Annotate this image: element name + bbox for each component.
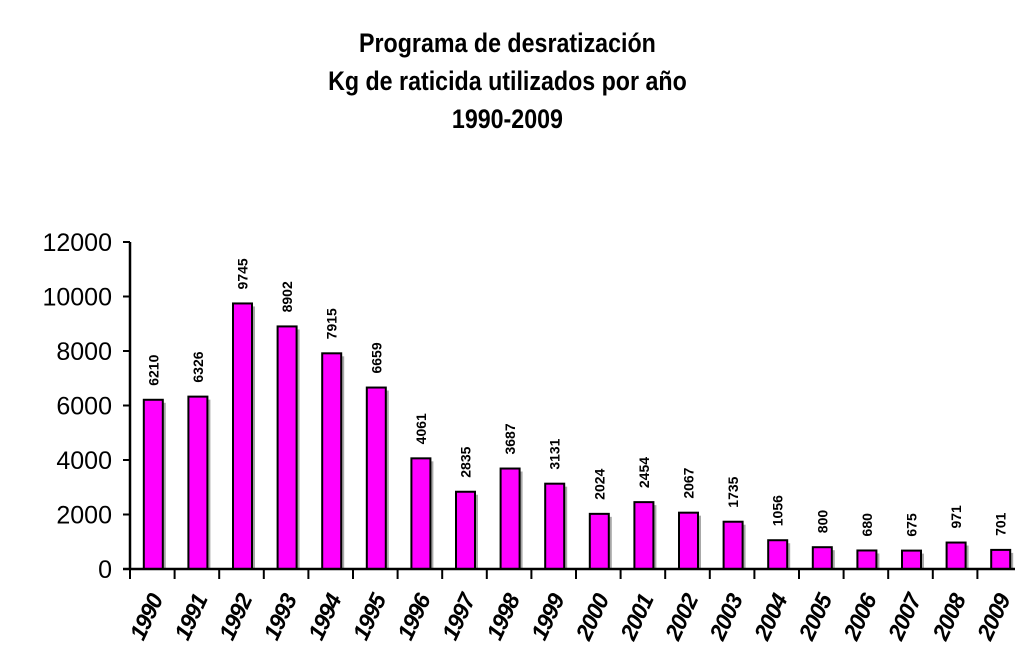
bar-1998 (499, 467, 521, 570)
chart-title-line-2: Kg de raticida utilizados por año (328, 66, 687, 96)
x-tick-label: 1994 (303, 589, 347, 644)
data-label: 7915 (324, 308, 340, 339)
bars (142, 302, 1014, 571)
bar-2007 (901, 549, 922, 571)
data-label: 800 (814, 510, 830, 534)
y-tick-label: 6000 (56, 393, 112, 421)
y-tick-label: 10000 (42, 284, 112, 312)
x-tick-label: 2001 (615, 590, 659, 645)
bar-2005 (811, 546, 833, 571)
x-tick-label: 1990 (124, 589, 168, 644)
x-tick-label: 1997 (437, 588, 481, 644)
bar-1994 (321, 352, 343, 570)
data-label: 1735 (725, 476, 741, 507)
data-label: 4061 (413, 413, 429, 444)
x-tick-label: 2007 (882, 588, 927, 645)
x-tick-label: 1996 (392, 589, 436, 644)
y-tick-label: 8000 (56, 338, 112, 366)
bar-2000 (588, 512, 610, 571)
chart-title-line-3: 1990-2009 (451, 104, 563, 134)
bar-1990 (142, 398, 164, 570)
data-label: 2835 (458, 446, 474, 477)
x-tick-label: 1995 (347, 588, 391, 644)
data-labels: 6210 6326 9745 8902 7915 6659 4061 2835 3687 3131… (145, 258, 1008, 537)
data-label: 675 (904, 513, 920, 537)
bar-2003 (722, 520, 744, 571)
x-tick-label: 1993 (258, 589, 302, 644)
x-tick-label: 2009 (971, 589, 1015, 645)
x-tick-label: 1992 (214, 589, 258, 644)
y-axis: 0 2000 4000 6000 8000 10000 12000 (42, 229, 132, 584)
data-label: 6210 (145, 354, 161, 385)
data-label: 8902 (279, 281, 295, 312)
bar-1991 (187, 395, 209, 570)
data-label: 3687 (502, 423, 518, 454)
x-tick-label: 2003 (704, 589, 748, 645)
bar-1992 (232, 302, 253, 570)
data-label: 2067 (681, 467, 697, 498)
chart-title: Programa de desratización Kg de raticida… (71, 24, 944, 138)
x-tick-label: 2004 (748, 589, 792, 645)
x-tick-label: 1999 (526, 589, 570, 644)
data-label: 9745 (235, 258, 251, 289)
data-label: 6326 (190, 351, 206, 382)
bar-2002 (678, 511, 699, 571)
y-tick-label: 12000 (42, 229, 112, 257)
y-tick-label: 4000 (56, 447, 112, 475)
data-label: 701 (993, 512, 1009, 536)
bar-1995 (365, 386, 387, 570)
data-label: 1056 (770, 495, 786, 526)
x-tick-label: 1998 (481, 589, 525, 644)
y-tick-label: 0 (98, 556, 112, 584)
bar-2008 (945, 541, 967, 570)
data-label: 2454 (636, 457, 652, 488)
bar-1993 (276, 325, 298, 570)
bar-2006 (856, 549, 878, 570)
chart-title-line-1: Programa de desratización (359, 28, 656, 58)
bar-2001 (633, 501, 655, 571)
bar-1997 (455, 490, 476, 570)
x-tick-label: 2005 (793, 588, 838, 645)
bar-1999 (544, 482, 566, 570)
data-label: 680 (859, 513, 875, 537)
y-tick-label: 2000 (56, 502, 112, 530)
bar-2004 (767, 539, 789, 570)
x-tick-label: 2006 (838, 589, 882, 645)
x-axis: 1990 1991 1992 1993 1994 1995 1996 1997 1998 1999… (123, 567, 1015, 645)
bar-1996 (410, 457, 432, 570)
data-label: 3131 (547, 438, 563, 469)
x-tick-label: 1991 (169, 590, 213, 644)
x-tick-label: 2008 (927, 589, 971, 645)
data-label: 6659 (368, 342, 384, 373)
x-tick-label: 2000 (570, 589, 614, 645)
data-label: 2024 (591, 468, 607, 499)
x-tick-label: 2002 (659, 589, 703, 645)
data-label: 971 (948, 505, 964, 529)
bar-2009 (990, 548, 1012, 571)
